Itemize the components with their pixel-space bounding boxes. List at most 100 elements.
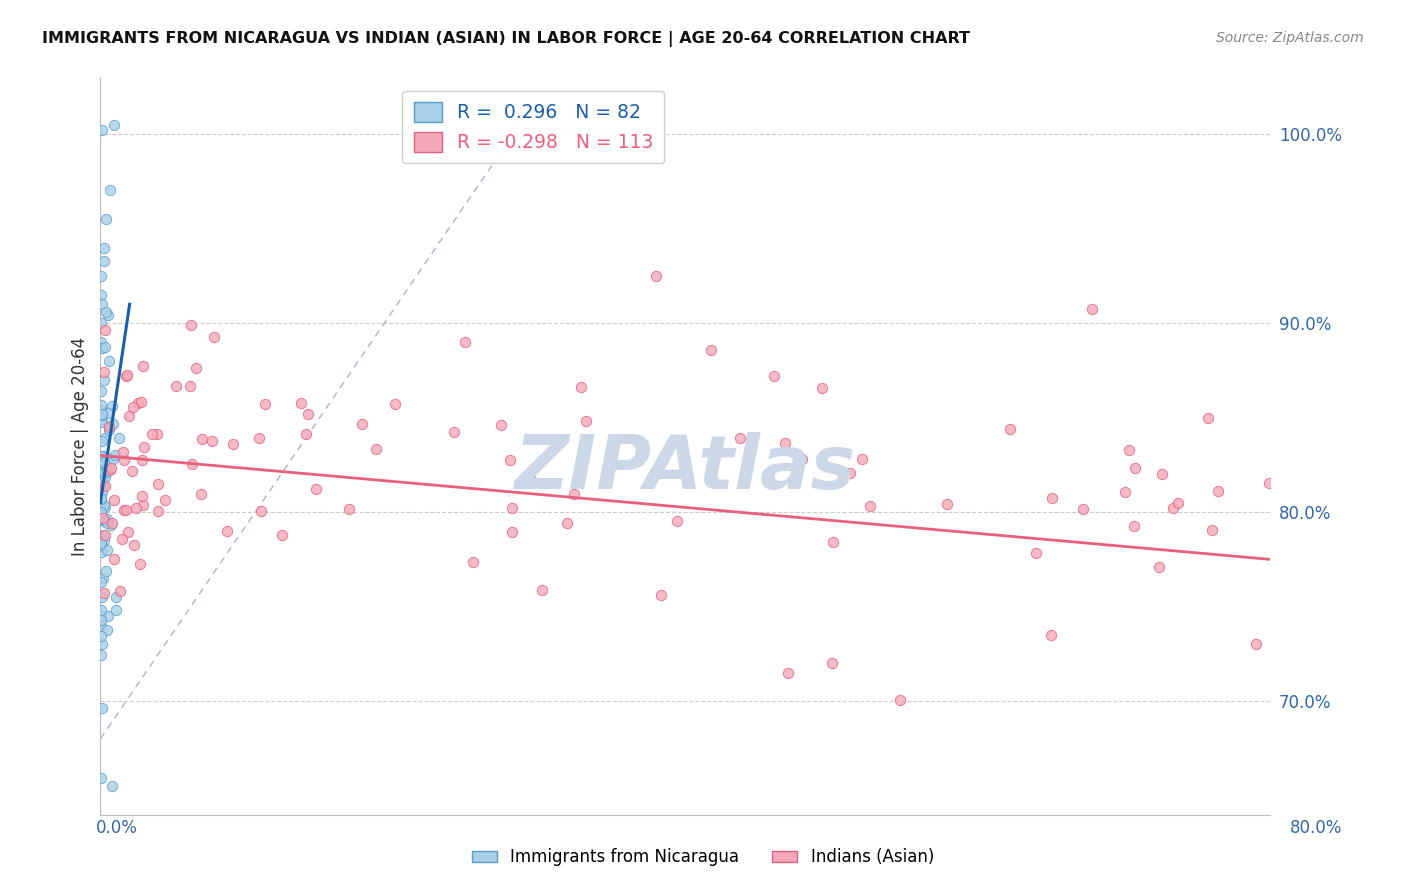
Point [110,583,132,598]
Point [90,701,112,715]
Point [1147,560,1170,574]
Point [129,557,152,571]
Point [90,512,112,526]
Point [350,417,373,431]
Point [118,409,141,424]
Point [100,461,122,475]
Point [91,407,114,421]
Point [823,534,845,549]
Point [191,433,214,447]
Legend: Immigrants from Nicaragua, Indians (Asian): Immigrants from Nicaragua, Indians (Asia… [465,842,941,873]
Point [90,449,112,463]
Point [851,451,873,466]
Point [1040,491,1063,505]
Text: 80.0%: 80.0% [1291,819,1343,837]
Point [90,629,112,643]
Point [337,501,360,516]
Text: IMMIGRANTS FROM NICARAGUA VS INDIAN (ASIAN) IN LABOR FORCE | AGE 20-64 CORRELATI: IMMIGRANTS FROM NICARAGUA VS INDIAN (ASI… [42,31,970,47]
Point [91,571,114,585]
Point [90,463,112,477]
Point [821,657,844,671]
Point [97,608,120,623]
Point [790,451,813,466]
Point [101,417,124,431]
Point [762,369,785,384]
Point [666,514,689,528]
Point [93,254,115,268]
Point [96,623,118,637]
Point [90,771,112,785]
Point [461,555,484,569]
Point [122,400,145,414]
Point [90,535,112,549]
Point [810,381,832,395]
Point [91,637,114,651]
Point [94,305,117,319]
Point [889,692,911,706]
Point [776,665,799,680]
Point [90,316,112,330]
Point [650,588,672,602]
Point [125,501,148,516]
Point [165,379,187,393]
Point [98,354,121,368]
Point [90,609,112,624]
Point [93,373,115,387]
Point [454,335,477,350]
Point [155,493,177,508]
Point [179,378,201,392]
Point [111,532,134,546]
Point [91,545,114,559]
Point [90,590,112,604]
Point [90,334,112,349]
Point [202,330,225,344]
Point [97,420,120,434]
Point [103,552,125,566]
Point [96,464,118,478]
Point [304,482,326,496]
Point [93,467,115,482]
Point [1161,500,1184,515]
Point [530,582,553,597]
Point [91,512,114,526]
Point [91,123,114,137]
Point [1040,628,1063,642]
Point [215,524,238,538]
Point [90,413,112,427]
Point [94,323,117,337]
Point [253,397,276,411]
Point [90,575,112,590]
Point [489,418,512,433]
Point [93,340,115,354]
Point [190,486,212,500]
Point [516,475,538,489]
Point [94,431,117,445]
Text: 0.0%: 0.0% [96,819,138,837]
Point [90,613,112,627]
Point [90,506,112,520]
Point [90,619,112,633]
Point [146,504,169,518]
Point [90,341,112,355]
Point [501,525,523,540]
Point [104,448,127,462]
Point [90,491,112,505]
Y-axis label: In Labor Force | Age 20-64: In Labor Force | Age 20-64 [72,336,89,556]
Point [1167,496,1189,510]
Point [104,603,127,617]
Point [101,779,124,793]
Point [501,501,523,516]
Point [94,479,117,493]
Point [103,452,125,467]
Point [146,426,169,441]
Point [117,524,139,539]
Point [250,504,273,518]
Point [96,516,118,531]
Point [91,415,114,429]
Point [121,464,143,478]
Point [90,648,112,662]
Point [1201,523,1223,537]
Point [90,491,112,506]
Point [180,318,202,332]
Point [93,500,115,514]
